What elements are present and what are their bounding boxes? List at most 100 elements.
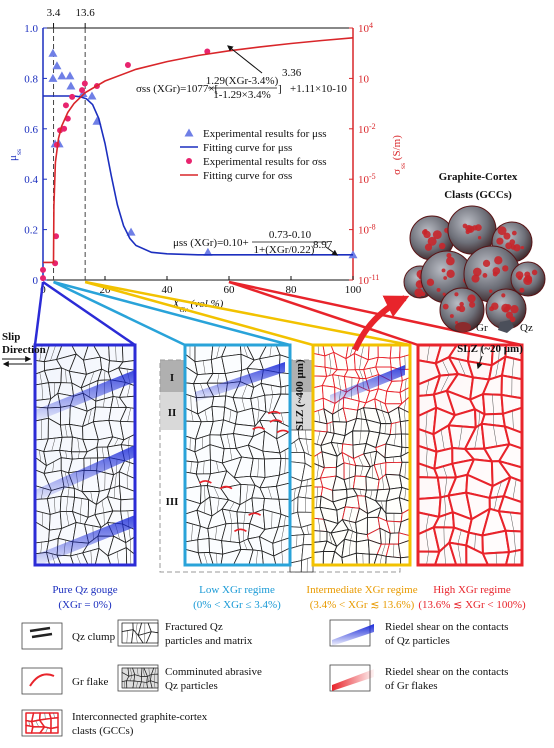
y2-tick-label: 10-8 bbox=[358, 222, 376, 237]
gcc-spot bbox=[505, 311, 513, 319]
gcc-spot bbox=[482, 259, 491, 268]
fracture bbox=[257, 396, 260, 411]
y2-tick-label: 10-2 bbox=[358, 121, 376, 136]
legend-item-label: clasts (GCCs) bbox=[72, 725, 134, 737]
fracture bbox=[113, 487, 116, 499]
gcc-spot bbox=[414, 288, 424, 298]
fracture bbox=[283, 515, 286, 527]
fracture bbox=[50, 344, 56, 361]
y-tick-label: 0.6 bbox=[24, 124, 38, 136]
fracture bbox=[404, 356, 406, 370]
grain bbox=[312, 551, 324, 566]
grain bbox=[59, 436, 73, 453]
gcc-spot bbox=[446, 256, 455, 266]
data-point bbox=[79, 87, 86, 94]
fracture bbox=[136, 667, 139, 676]
y-tick-label: 0.8 bbox=[24, 73, 38, 85]
gcc-title: Clasts (GCCs) bbox=[444, 189, 512, 201]
data-point bbox=[81, 80, 88, 87]
x-axis-label-part: X bbox=[172, 298, 181, 310]
data-point bbox=[203, 247, 213, 256]
fracture bbox=[243, 344, 248, 358]
fracture bbox=[382, 477, 385, 490]
data-point bbox=[48, 73, 58, 82]
fracture bbox=[336, 443, 340, 455]
fracture bbox=[404, 488, 407, 500]
fracture bbox=[360, 466, 364, 477]
fracture bbox=[202, 360, 206, 375]
fracture bbox=[443, 466, 448, 478]
fracture bbox=[513, 531, 516, 551]
grain bbox=[417, 476, 442, 501]
fracture bbox=[425, 411, 428, 432]
fracture bbox=[154, 667, 157, 675]
gcc-spot bbox=[524, 275, 533, 283]
panel-frame bbox=[183, 343, 292, 567]
fracture bbox=[511, 358, 514, 378]
fracture bbox=[359, 369, 364, 379]
fracture bbox=[65, 451, 68, 459]
fracture bbox=[359, 430, 362, 445]
y2-axis-label-part: ss bbox=[398, 163, 407, 169]
fracture bbox=[281, 540, 283, 552]
fracture bbox=[190, 461, 192, 474]
fracture bbox=[53, 497, 56, 514]
gcc-spot bbox=[426, 278, 435, 287]
fracture bbox=[127, 437, 130, 446]
fracture bbox=[66, 496, 69, 512]
grain bbox=[312, 365, 328, 377]
fracture bbox=[45, 727, 49, 734]
fracture bbox=[359, 356, 362, 370]
grain bbox=[146, 631, 159, 644]
legend-label: Experimental results for σss bbox=[203, 156, 327, 168]
fracture bbox=[318, 410, 321, 423]
fracture bbox=[294, 441, 298, 453]
fracture bbox=[425, 530, 429, 552]
panel-frame bbox=[33, 343, 137, 567]
fracture bbox=[80, 498, 82, 515]
gcc-spot bbox=[503, 307, 509, 313]
legend-swatch bbox=[184, 128, 194, 137]
fracture bbox=[216, 344, 220, 359]
y2-axis-label: σss (S/m) bbox=[391, 135, 407, 175]
gcc-spot bbox=[446, 252, 452, 258]
fracture bbox=[127, 384, 131, 397]
grain bbox=[276, 482, 291, 500]
legend-item-label: Interconnected graphite-cortex bbox=[72, 711, 208, 723]
fracture bbox=[426, 344, 430, 362]
fracture bbox=[204, 500, 206, 514]
fracture bbox=[28, 721, 30, 727]
fracture bbox=[76, 554, 82, 566]
gcc-spot bbox=[511, 230, 517, 236]
legend-item-label: Riedel shear on the contacts bbox=[385, 621, 508, 633]
fracture bbox=[216, 373, 220, 384]
fracture bbox=[337, 400, 340, 412]
fracture bbox=[136, 681, 138, 689]
fracture bbox=[306, 479, 308, 487]
gcc-spot bbox=[496, 237, 504, 245]
fracture bbox=[316, 431, 321, 445]
legend-label: Experimental results for μss bbox=[203, 128, 327, 140]
y2-tick-exponent: -2 bbox=[369, 121, 376, 130]
legend-item-label: Riedel shear on the contacts bbox=[385, 666, 508, 678]
data-point bbox=[52, 61, 62, 70]
gcc-spot bbox=[441, 268, 446, 273]
fracture bbox=[203, 552, 208, 566]
fracture bbox=[203, 461, 205, 474]
gcc-spot bbox=[515, 271, 524, 280]
fracture bbox=[230, 523, 233, 542]
gcc-spot bbox=[491, 302, 499, 310]
fracture bbox=[114, 438, 119, 446]
gcc-spot bbox=[432, 230, 442, 240]
fracture bbox=[358, 456, 364, 467]
fracture bbox=[457, 543, 462, 566]
fracture bbox=[153, 674, 155, 682]
grain bbox=[211, 395, 227, 408]
fracture bbox=[271, 511, 273, 529]
gcc-spot bbox=[436, 287, 441, 292]
fracture bbox=[403, 410, 406, 422]
icon-gr-flake bbox=[29, 673, 55, 687]
legend-item-label: of Qz particles bbox=[385, 635, 450, 647]
fracture bbox=[65, 369, 67, 383]
data-point bbox=[61, 125, 68, 132]
